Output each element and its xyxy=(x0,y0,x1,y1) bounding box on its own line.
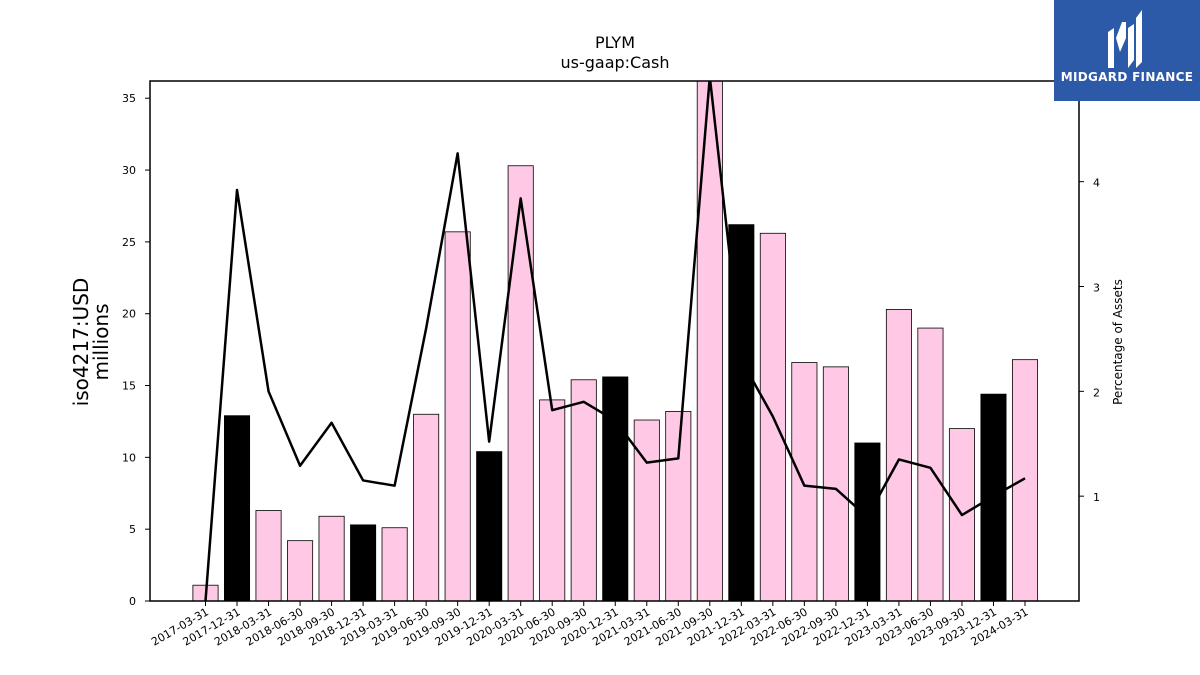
bar-2024-03-31 xyxy=(1011,359,1039,601)
midgard-logo-icon xyxy=(1108,10,1142,68)
y-tick-label-35: 35 xyxy=(122,92,136,105)
y-axis-label-line2: millions xyxy=(89,303,113,380)
y2-tick-label-4: 4 xyxy=(1093,177,1100,190)
bar-2021-06-30 xyxy=(665,410,692,601)
bar-2021-03-31 xyxy=(633,419,660,601)
y-tick-label-30: 30 xyxy=(122,164,136,177)
y-tick-label-25: 25 xyxy=(122,236,136,249)
y-axis-label-line1: iso4217:USD xyxy=(69,278,93,407)
y2-axis-label: Percentage of Assets xyxy=(1111,279,1125,405)
bar-2017-12-31 xyxy=(224,415,251,601)
bar-2020-06-30 xyxy=(539,399,566,601)
bar-2022-09-30 xyxy=(822,366,849,601)
bar-2019-09-30 xyxy=(444,231,471,601)
brand-name: MIDGARD FINANCE xyxy=(1060,70,1194,84)
bar-2021-09-30 xyxy=(696,81,723,601)
bar-2019-12-31 xyxy=(476,451,503,601)
plot-frame xyxy=(149,80,1080,602)
y-tick-label-5: 5 xyxy=(129,523,136,536)
y2-tick-label-3: 3 xyxy=(1093,281,1100,294)
y2-tick-label-2: 2 xyxy=(1093,386,1100,399)
bar-2019-06-30 xyxy=(413,413,440,601)
y-tick-label-20: 20 xyxy=(122,308,136,321)
bars-layer xyxy=(192,81,1039,601)
bar-2018-09-30 xyxy=(318,515,345,601)
bar-2020-03-31 xyxy=(507,165,534,601)
bar-2019-03-31 xyxy=(381,527,408,601)
bar-2022-06-30 xyxy=(791,362,818,601)
bar-2018-03-31 xyxy=(255,510,282,601)
y-tick-label-0: 0 xyxy=(129,595,136,608)
y2-tick-label-1: 1 xyxy=(1093,491,1100,504)
chart-subtitle: us-gaap:Cash xyxy=(560,53,669,72)
bar-2022-12-31 xyxy=(854,442,881,601)
y-tick-label-15: 15 xyxy=(122,380,136,393)
bar-2018-06-30 xyxy=(287,540,314,601)
chart-title: PLYM xyxy=(595,33,635,52)
percentage-line xyxy=(204,81,1026,601)
bar-2023-03-31 xyxy=(885,308,912,601)
bar-2020-09-30 xyxy=(570,379,597,601)
line-layer xyxy=(204,81,1026,601)
bar-2020-12-31 xyxy=(602,376,629,601)
bar-2018-12-31 xyxy=(350,524,377,601)
y-tick-label-10: 10 xyxy=(122,451,136,464)
brand-logo: MIDGARD FINANCE xyxy=(1054,0,1200,101)
